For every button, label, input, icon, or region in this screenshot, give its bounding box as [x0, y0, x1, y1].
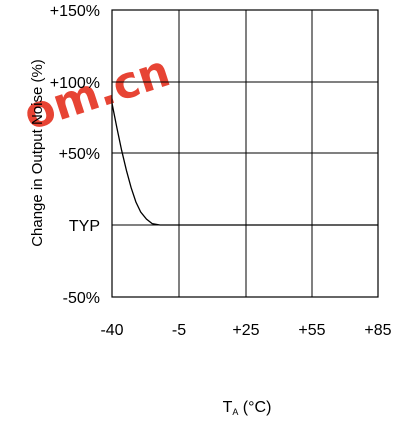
series-line [111, 103, 378, 226]
y-tick-label: +50% [59, 146, 100, 163]
x-tick-label: -40 [100, 322, 123, 339]
y-tick-label: +100% [50, 75, 100, 92]
y-tick-label: +150% [50, 3, 100, 20]
x-tick-label: +55 [298, 322, 325, 339]
x-axis-label-unit: (°C) [238, 399, 271, 416]
x-axis-label-subscript: A [232, 407, 238, 417]
y-axis-label: Change in Output Noise (%) [29, 59, 46, 247]
x-axis-label: TA (°C) [223, 399, 272, 417]
x-axis-label-main: T [223, 399, 233, 416]
x-tick-label: +85 [364, 322, 391, 339]
x-tick-label: -5 [172, 322, 186, 339]
x-tick-label: +25 [232, 322, 259, 339]
y-tick-labels: -50% TYP +50% +100% +150% [50, 3, 100, 307]
y-tick-label: TYP [69, 218, 100, 235]
y-tick-label: -50% [63, 290, 100, 307]
x-tick-labels: -40 -5 +25 +55 +85 [100, 322, 391, 339]
grid [112, 10, 378, 297]
